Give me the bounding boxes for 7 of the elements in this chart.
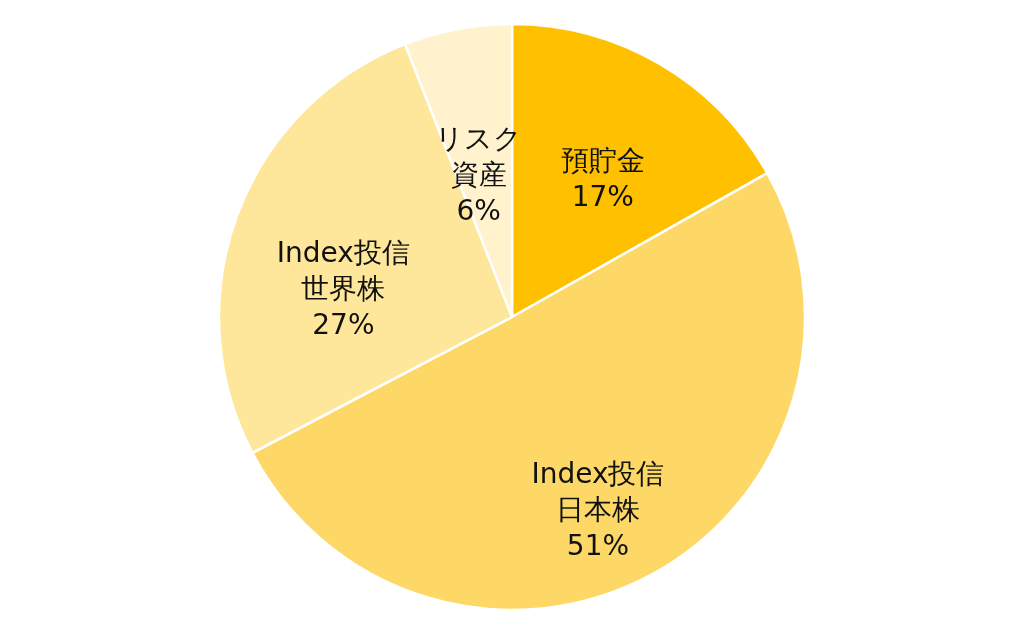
data-label: 27% bbox=[312, 307, 375, 341]
slice-label: 預貯金 bbox=[560, 143, 645, 177]
slice-label: Index投信世界株 bbox=[276, 235, 410, 305]
data-label: 51% bbox=[566, 529, 630, 563]
data-label: 17% bbox=[571, 179, 634, 213]
data-label: 6% bbox=[456, 194, 501, 228]
slice-label: Index投信日本株 bbox=[531, 457, 665, 527]
